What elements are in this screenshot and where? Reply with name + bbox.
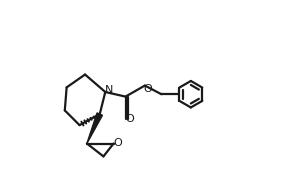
Text: O: O	[144, 84, 152, 94]
Text: O: O	[114, 138, 122, 148]
Text: N: N	[104, 85, 113, 95]
Text: O: O	[126, 114, 134, 124]
Polygon shape	[87, 113, 102, 144]
